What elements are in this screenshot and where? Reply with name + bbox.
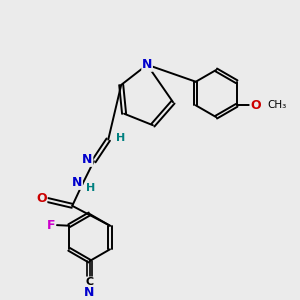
Text: N: N — [72, 176, 82, 189]
Text: N: N — [142, 58, 152, 71]
Text: O: O — [250, 99, 261, 112]
Text: H: H — [116, 133, 125, 143]
Text: H: H — [86, 183, 95, 193]
Text: F: F — [46, 219, 55, 232]
Text: N: N — [82, 153, 93, 166]
Text: N: N — [84, 286, 95, 299]
Text: C: C — [85, 278, 94, 287]
Text: CH₃: CH₃ — [267, 100, 286, 110]
Text: O: O — [36, 192, 47, 205]
